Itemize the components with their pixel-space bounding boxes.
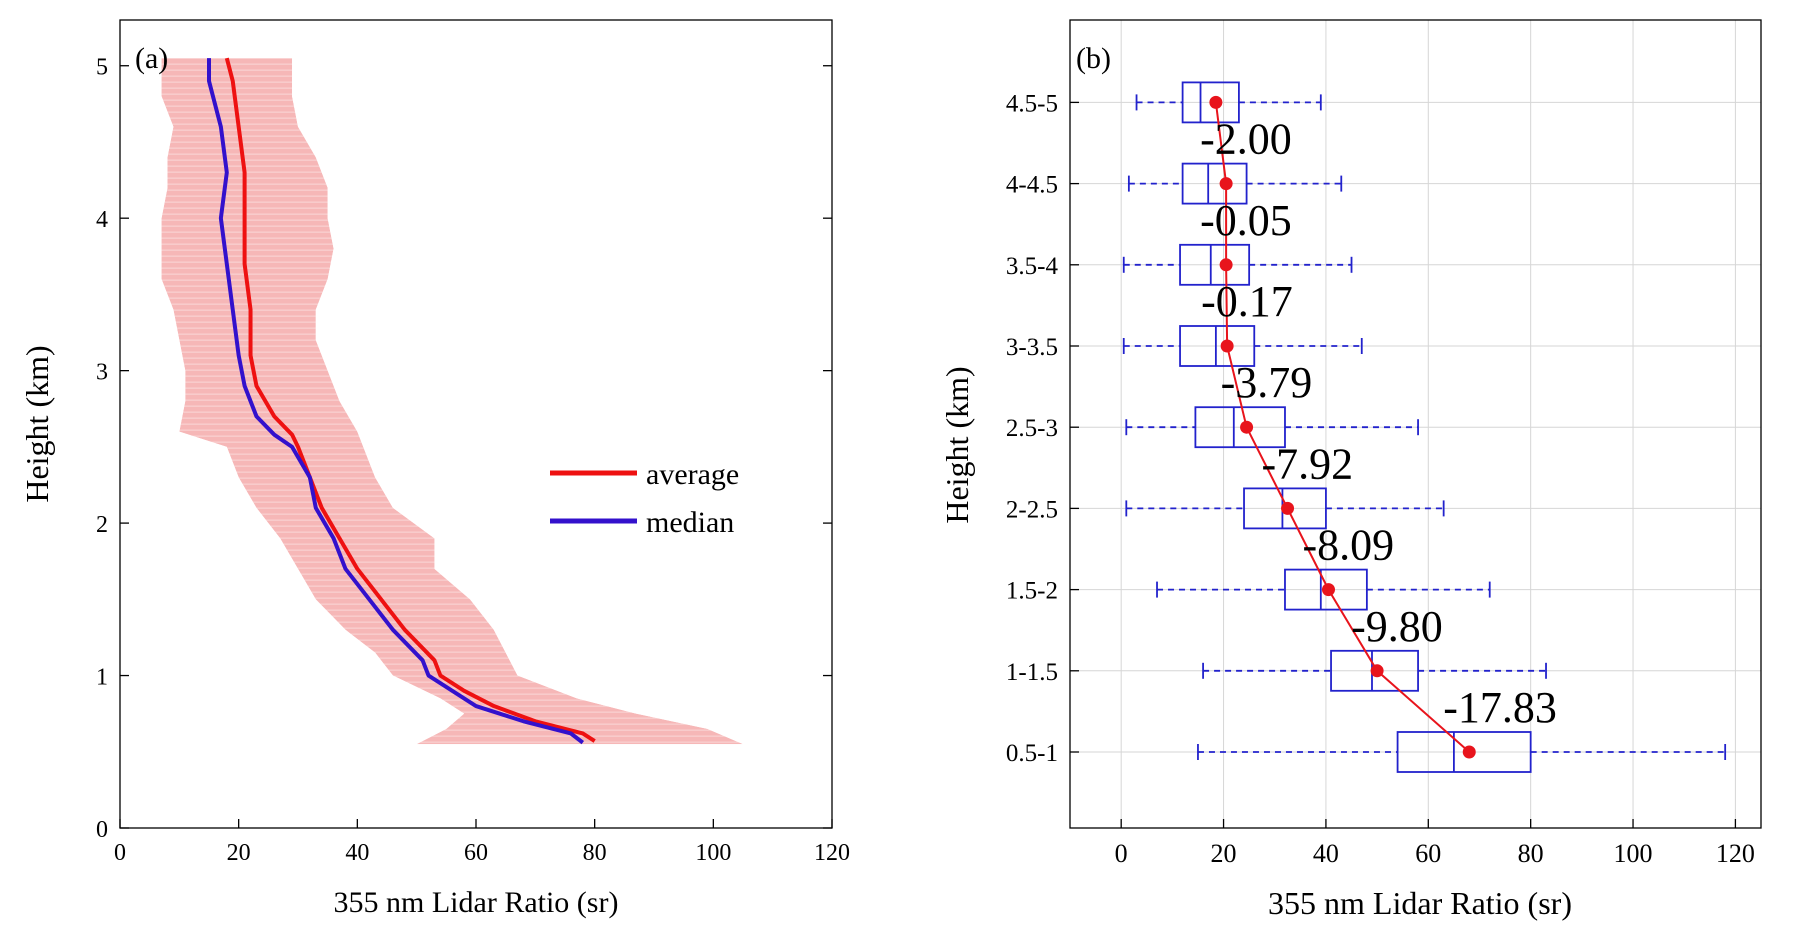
- box-2.5-3: [1125, 406, 1419, 449]
- x-tick-label: 80: [583, 840, 607, 866]
- panel-b: -17.83-9.80 -8.09 -7.92 -3.79 -0.17 -0.05 -2.0…: [939, 19, 1762, 921]
- legend-label-average: average: [646, 458, 739, 491]
- legend: average median: [550, 458, 739, 539]
- box-iqr: [1179, 243, 1251, 286]
- difference-label: -0.05: [1200, 196, 1292, 245]
- x-tick-label: 60: [1415, 839, 1441, 868]
- y-tick-label: 2.5-3: [1006, 415, 1058, 442]
- box-plots: [1122, 81, 1727, 773]
- y-tick-label: 0: [96, 817, 108, 843]
- mean-point: [1220, 339, 1234, 353]
- panel-label-a: (a): [135, 42, 168, 75]
- box-iqr: [1243, 487, 1327, 530]
- box-3-3.5: [1122, 325, 1363, 367]
- plot-frame-b: [1069, 19, 1762, 829]
- y-tick-label: 0.5-1: [1006, 740, 1058, 767]
- box-4-4.5: [1127, 162, 1343, 205]
- box-iqr: [1284, 568, 1368, 611]
- x-axis-title-b: 355 nm Lidar Ratio (sr): [1268, 885, 1572, 921]
- mean-point: [1321, 583, 1335, 597]
- mean-point: [1240, 420, 1254, 434]
- x-tick-label: 0: [114, 840, 126, 866]
- box-1.5-2: [1156, 568, 1491, 611]
- mean-line: [1209, 95, 1476, 759]
- mean-point: [1462, 745, 1476, 759]
- x-tick-label: 120: [1716, 839, 1755, 868]
- range-band-area: [161, 58, 744, 745]
- y-tick-label: 3.5-4: [1006, 253, 1059, 280]
- grid-b: [1070, 20, 1761, 828]
- x-tick-label: 20: [227, 840, 251, 866]
- box-iqr: [1179, 325, 1256, 367]
- x-tick-label: 20: [1211, 839, 1237, 868]
- y-tick-label: 2-2.5: [1006, 496, 1058, 523]
- x-axis-ticks-b: 0 20 40 60 80 100 120: [1115, 819, 1755, 868]
- difference-label: -9.80: [1351, 602, 1443, 651]
- y-tick-label: 3-3.5: [1006, 334, 1058, 361]
- mean-point: [1209, 95, 1223, 109]
- x-tick-label: 40: [1313, 839, 1339, 868]
- box-iqr: [1194, 406, 1286, 449]
- x-tick-label: 100: [1614, 839, 1653, 868]
- difference-label: -8.09: [1302, 521, 1394, 570]
- difference-label: -7.92: [1262, 439, 1354, 488]
- mean-point: [1219, 177, 1233, 191]
- y-tick-label: 5: [96, 55, 108, 81]
- box-4.5-5: [1135, 81, 1322, 124]
- box-iqr: [1181, 81, 1240, 124]
- x-tick-label: 40: [345, 840, 369, 866]
- y-tick-label: 1: [96, 665, 108, 691]
- difference-label: -0.17: [1201, 277, 1293, 326]
- x-tick-label: 0: [1115, 839, 1128, 868]
- mean-point: [1219, 258, 1233, 272]
- y-axis-ticks-b: 0.5-1 1-1.5 1.5-2 2-2.5 2.5-3 3-3.5 3.5-4 4-4.5…: [1006, 90, 1079, 767]
- difference-label: -17.83: [1443, 683, 1557, 732]
- box-0.5-1: [1197, 731, 1727, 773]
- panel-a: 0 20 40 60 80 100 120 0 1 2 3 4 5 (a) 355 nm Lidar …: [19, 19, 850, 919]
- x-tick-label: 100: [695, 840, 731, 866]
- box-3.5-4: [1122, 243, 1353, 286]
- x-axis-ticks-a: 0 20 40 60 80 100 120: [114, 819, 850, 866]
- y-tick-label: 1-1.5: [1006, 659, 1058, 686]
- difference-label: -2.00: [1200, 115, 1292, 164]
- y-tick-label: 4: [96, 207, 108, 233]
- y-tick-label: 4-4.5: [1006, 172, 1058, 199]
- series-line-median: [207, 58, 585, 745]
- y-axis-ticks-a: 0 1 2 3 4 5: [96, 55, 832, 843]
- legend-label-median: median: [646, 506, 734, 539]
- panel-label-b: (b): [1076, 42, 1111, 75]
- y-tick-label: 1.5-2: [1006, 578, 1058, 605]
- mean-point: [1281, 501, 1295, 515]
- profile-lines: [207, 57, 596, 745]
- x-tick-label: 120: [814, 840, 850, 866]
- box-iqr: [1396, 731, 1532, 773]
- x-tick-label: 60: [464, 840, 488, 866]
- difference-label: -3.79: [1221, 358, 1313, 407]
- y-axis-title-a: Height (km): [19, 345, 55, 502]
- difference-annotations: -17.83-9.80 -8.09 -7.92 -3.79 -0.17 -0.05 -2.0…: [1200, 115, 1557, 732]
- y-tick-label: 2: [96, 512, 108, 538]
- y-tick-label: 3: [96, 360, 108, 386]
- mean-point: [1370, 664, 1384, 678]
- y-axis-title-b: Height (km): [939, 366, 975, 523]
- x-axis-title-a: 355 nm Lidar Ratio (sr): [334, 886, 619, 919]
- y-tick-label: 4.5-5: [1006, 90, 1058, 117]
- x-tick-label: 80: [1518, 839, 1544, 868]
- box-iqr: [1330, 649, 1419, 692]
- box-iqr: [1181, 162, 1248, 205]
